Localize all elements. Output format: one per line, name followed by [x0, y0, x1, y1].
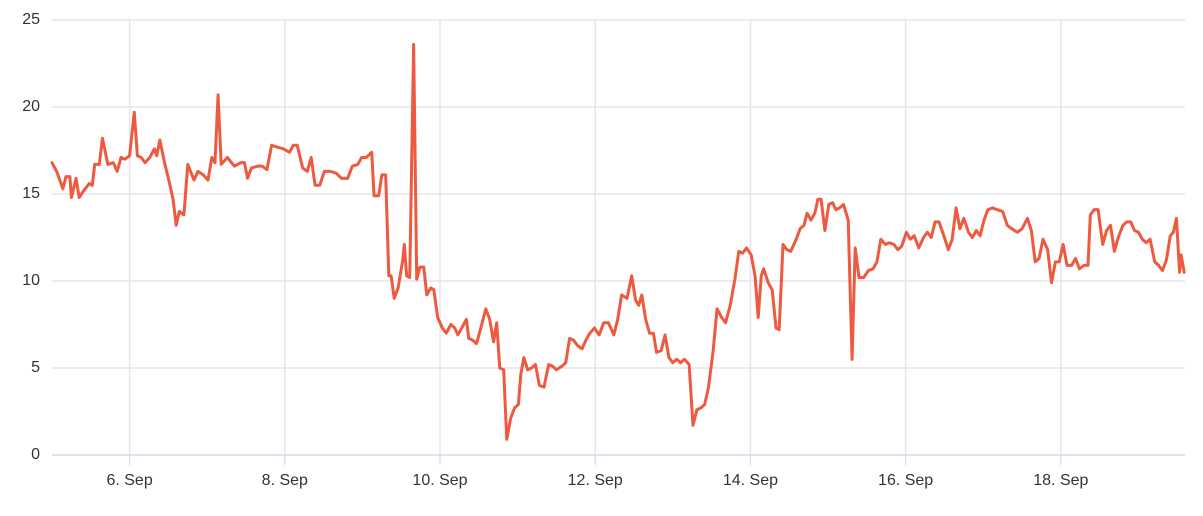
x-tick-label: 18. Sep	[1033, 472, 1088, 489]
y-tick-label: 5	[31, 359, 40, 376]
line-series	[50, 42, 1186, 441]
y-tick-label: 20	[22, 98, 40, 115]
y-tick-label: 25	[22, 11, 40, 28]
y-tick-label: 15	[22, 185, 40, 202]
x-tick-label: 6. Sep	[106, 472, 152, 489]
x-tick-label: 12. Sep	[568, 472, 623, 489]
x-tick-label: 14. Sep	[723, 472, 778, 489]
x-tick-label: 16. Sep	[878, 472, 933, 489]
y-tick-label: 0	[31, 446, 40, 463]
x-tick-label: 8. Sep	[262, 472, 308, 489]
y-tick-label: 10	[22, 272, 40, 289]
x-tick-label: 10. Sep	[412, 472, 467, 489]
